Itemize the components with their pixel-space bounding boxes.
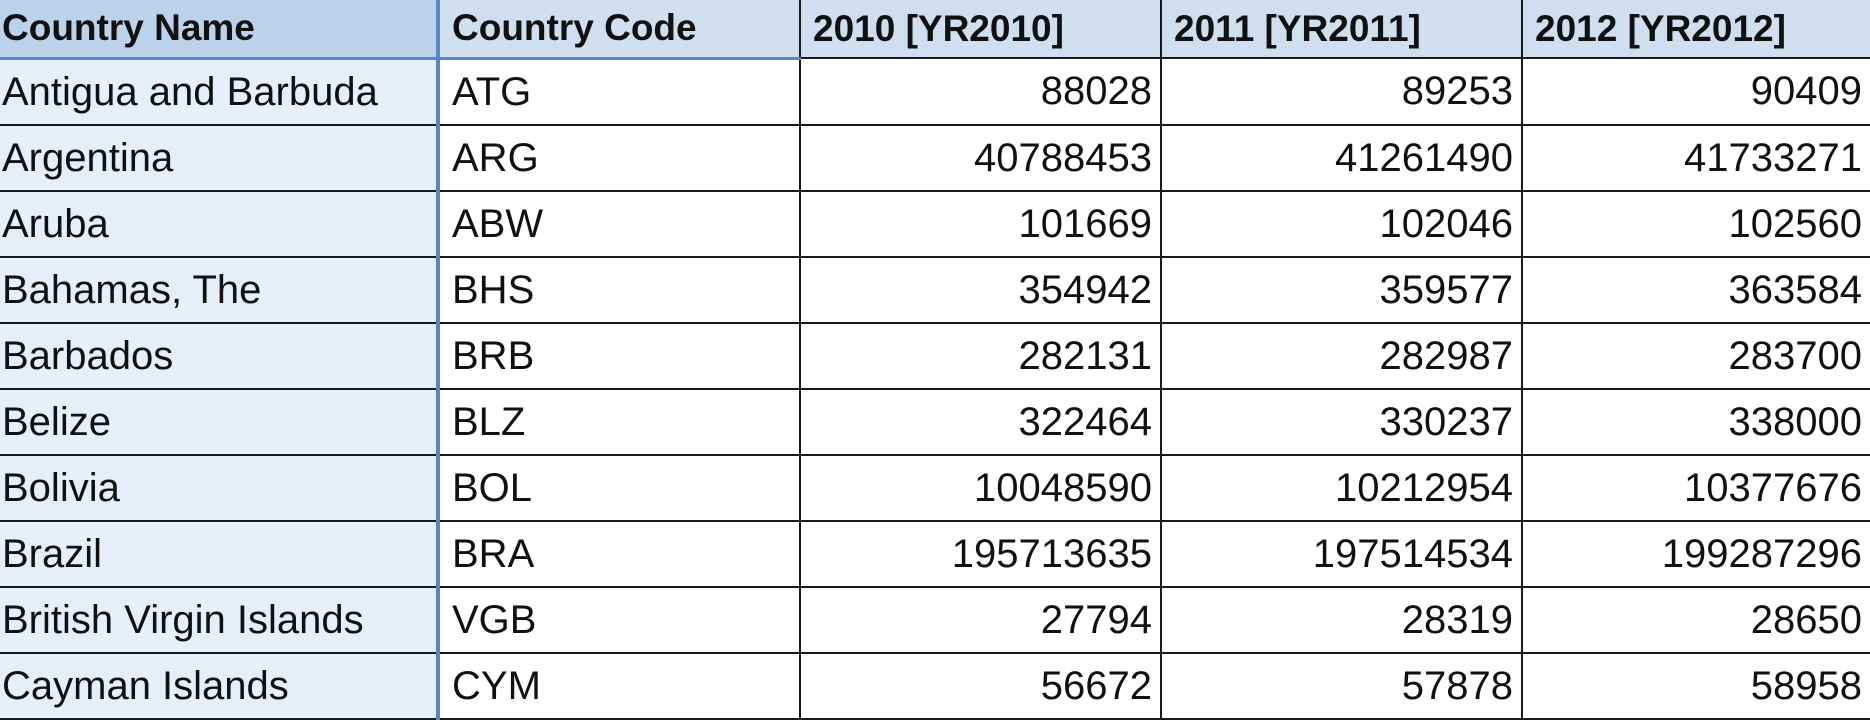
cell-country-name[interactable]: Aruba	[0, 190, 440, 258]
table-row: Antigua and Barbuda ATG 88028 89253 9040…	[0, 58, 1870, 126]
cell-country-name[interactable]: Argentina	[0, 124, 440, 192]
header-cell-country-name[interactable]: Country Name	[0, 0, 440, 60]
header-cell-2010[interactable]: 2010 [YR2010]	[800, 0, 1162, 59]
cell-2012[interactable]: 102560	[1522, 190, 1870, 258]
cell-2012[interactable]: 28650	[1522, 586, 1870, 654]
cell-2011[interactable]: 282987	[1161, 322, 1523, 390]
table-row: Aruba ABW 101669 102046 102560	[0, 190, 1870, 258]
cell-2012[interactable]: 90409	[1522, 58, 1870, 126]
cell-country-code[interactable]: ATG	[438, 58, 801, 126]
cell-2011[interactable]: 89253	[1161, 58, 1523, 126]
table-row: British Virgin Islands VGB 27794 28319 2…	[0, 586, 1870, 654]
cell-2011[interactable]: 10212954	[1161, 454, 1523, 522]
table-row: Barbados BRB 282131 282987 283700	[0, 322, 1870, 390]
cell-2012[interactable]: 58958	[1522, 652, 1870, 720]
cell-2011[interactable]: 28319	[1161, 586, 1523, 654]
cell-country-code[interactable]: BRA	[438, 520, 801, 588]
cell-country-code[interactable]: ABW	[438, 190, 801, 258]
cell-country-name[interactable]: Barbados	[0, 322, 440, 390]
cell-2011[interactable]: 197514534	[1161, 520, 1523, 588]
cell-2011[interactable]: 359577	[1161, 256, 1523, 324]
cell-2010[interactable]: 195713635	[800, 520, 1162, 588]
table-row: Brazil BRA 195713635 197514534 199287296	[0, 520, 1870, 588]
cell-country-name[interactable]: British Virgin Islands	[0, 586, 440, 654]
cell-country-name[interactable]: Bolivia	[0, 454, 440, 522]
cell-2011[interactable]: 330237	[1161, 388, 1523, 456]
cell-2010[interactable]: 56672	[800, 652, 1162, 720]
cell-2012[interactable]: 283700	[1522, 322, 1870, 390]
header-cell-2011[interactable]: 2011 [YR2011]	[1161, 0, 1523, 59]
header-row: Country Name Country Code 2010 [YR2010] …	[0, 0, 1870, 60]
cell-2010[interactable]: 101669	[800, 190, 1162, 258]
cell-country-code[interactable]: BHS	[438, 256, 801, 324]
cell-country-code[interactable]: BRB	[438, 322, 801, 390]
cell-2010[interactable]: 322464	[800, 388, 1162, 456]
cell-2012[interactable]: 199287296	[1522, 520, 1870, 588]
cell-country-name[interactable]: Brazil	[0, 520, 440, 588]
cell-country-code[interactable]: ARG	[438, 124, 801, 192]
cell-country-name[interactable]: Bahamas, The	[0, 256, 440, 324]
cell-2011[interactable]: 102046	[1161, 190, 1523, 258]
table-row: Bolivia BOL 10048590 10212954 10377676	[0, 454, 1870, 522]
cell-2012[interactable]: 10377676	[1522, 454, 1870, 522]
cell-2012[interactable]: 338000	[1522, 388, 1870, 456]
cell-2011[interactable]: 57878	[1161, 652, 1523, 720]
table-row: Belize BLZ 322464 330237 338000	[0, 388, 1870, 456]
cell-2010[interactable]: 354942	[800, 256, 1162, 324]
cell-2011[interactable]: 41261490	[1161, 124, 1523, 192]
cell-2010[interactable]: 40788453	[800, 124, 1162, 192]
cell-country-name[interactable]: Antigua and Barbuda	[0, 58, 440, 126]
cell-2010[interactable]: 88028	[800, 58, 1162, 126]
cell-country-code[interactable]: CYM	[438, 652, 801, 720]
cell-country-code[interactable]: VGB	[438, 586, 801, 654]
cell-country-code[interactable]: BLZ	[438, 388, 801, 456]
table-row: Argentina ARG 40788453 41261490 41733271	[0, 124, 1870, 192]
cell-2010[interactable]: 27794	[800, 586, 1162, 654]
cell-country-name[interactable]: Belize	[0, 388, 440, 456]
header-cell-2012[interactable]: 2012 [YR2012]	[1522, 0, 1870, 59]
cell-2012[interactable]: 363584	[1522, 256, 1870, 324]
cell-country-code[interactable]: BOL	[438, 454, 801, 522]
cell-2012[interactable]: 41733271	[1522, 124, 1870, 192]
table-row: Bahamas, The BHS 354942 359577 363584	[0, 256, 1870, 324]
table-row: Cayman Islands CYM 56672 57878 58958	[0, 652, 1870, 720]
cell-2010[interactable]: 10048590	[800, 454, 1162, 522]
cell-2010[interactable]: 282131	[800, 322, 1162, 390]
cell-country-name[interactable]: Cayman Islands	[0, 652, 440, 720]
header-cell-country-code[interactable]: Country Code	[438, 0, 801, 60]
